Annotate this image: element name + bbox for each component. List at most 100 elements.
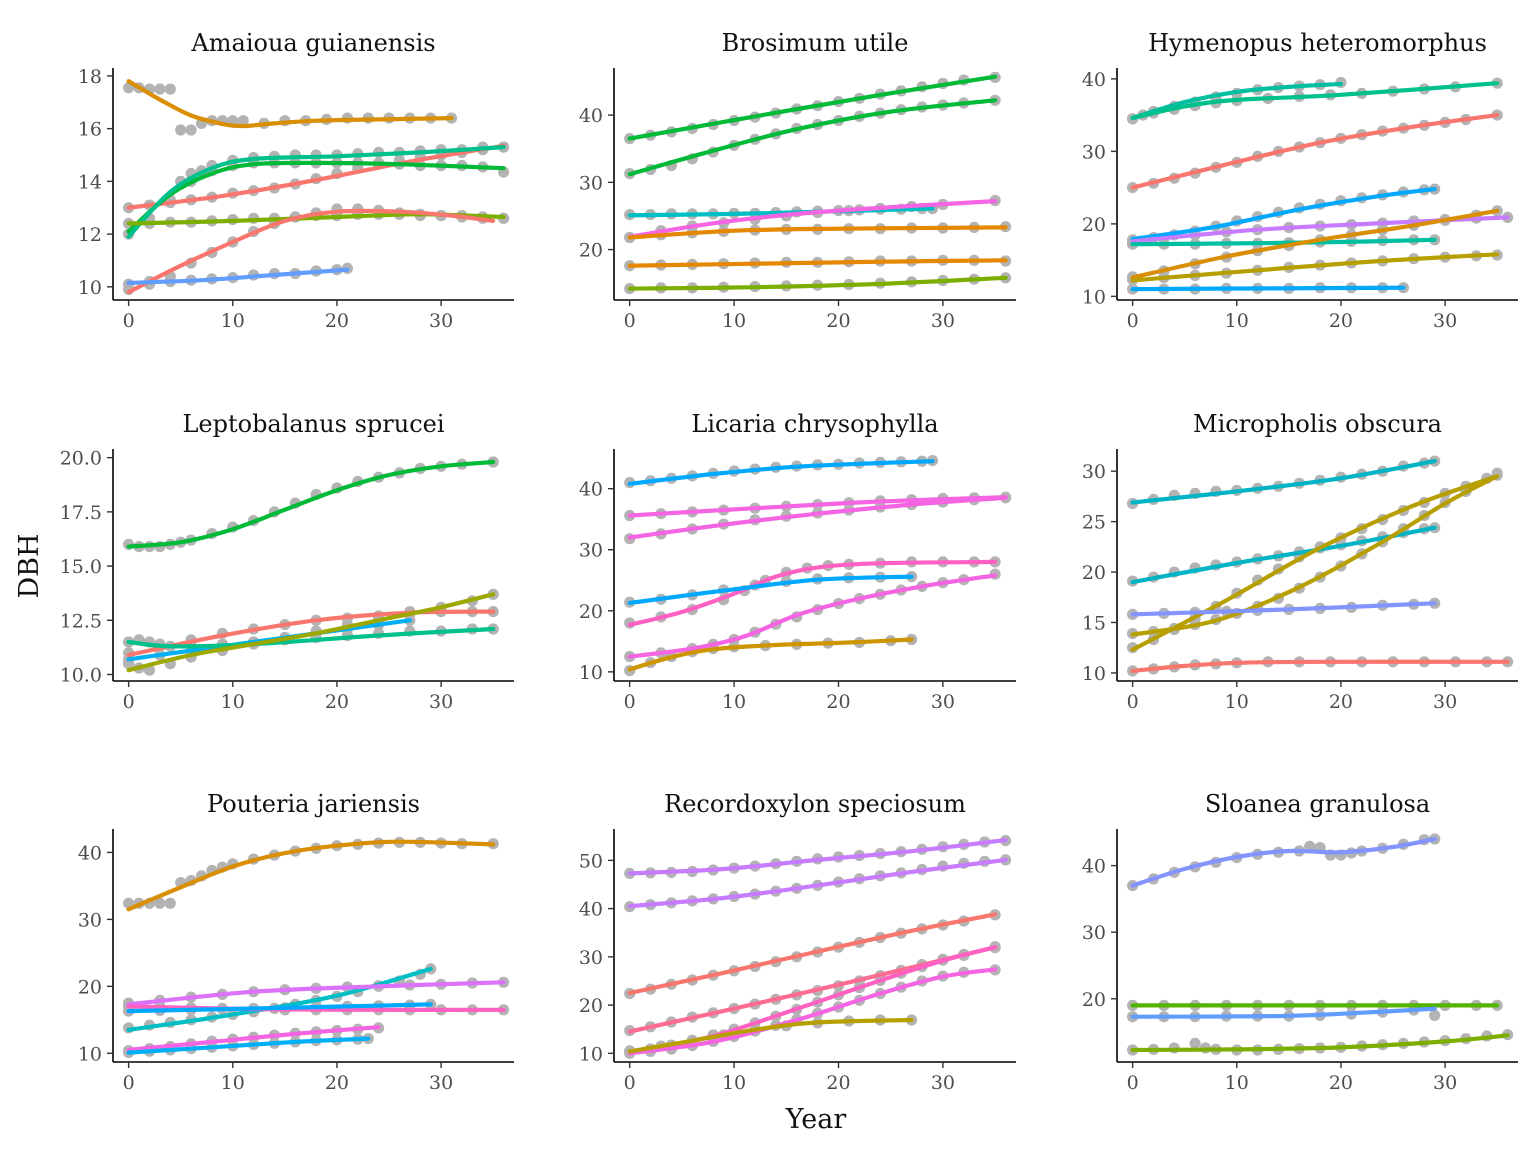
fitted-lines	[126, 79, 506, 295]
y-tick-label: 16	[78, 119, 102, 141]
series-line	[126, 839, 496, 912]
x-tick-label: 20	[1329, 691, 1353, 713]
y-tick-label: 18	[78, 66, 102, 88]
y-tick-label: 20.0	[60, 448, 102, 470]
y-tick-label: 10	[1082, 286, 1106, 308]
facet-title: Sloanea granulosa	[1205, 790, 1430, 818]
x-tick-label: 0	[624, 310, 636, 332]
y-tick-label: 17.5	[60, 502, 102, 524]
x-tick-label: 30	[429, 1072, 453, 1094]
series-line	[1130, 836, 1437, 888]
facet-panel: Pouteria jariensis 0 10 20 30 10 20 30 40	[78, 790, 514, 1094]
y-tick-label: 20	[579, 240, 603, 262]
facet-title: Pouteria jariensis	[207, 790, 420, 818]
y-tick-label: 20	[1082, 989, 1106, 1011]
series-line	[126, 1004, 506, 1012]
series-line	[126, 609, 496, 658]
x-tick-label: 20	[826, 1072, 850, 1094]
series-line	[1130, 285, 1406, 292]
data-point	[164, 897, 176, 909]
observation-points	[1127, 76, 1514, 295]
facet-panel: Micropholis obscura 0 10 20 30 10 15 20 25 30	[1082, 410, 1518, 713]
x-tick-label: 20	[1329, 1072, 1353, 1094]
y-tick-label: 12.5	[60, 610, 102, 632]
fitted-lines	[627, 838, 1008, 1056]
x-axis-label: Year	[785, 1104, 847, 1135]
facet-panel: Hymenopus heteromorphus 0 10 20 30 10 20 30 40	[1082, 29, 1518, 332]
series-line	[1130, 113, 1500, 190]
y-tick-label: 10	[1082, 663, 1106, 685]
series-line	[627, 275, 1008, 291]
series-line	[1130, 237, 1437, 247]
facet-title: Micropholis obscura	[1193, 410, 1442, 438]
y-tick-label: 10	[579, 1043, 603, 1065]
series-line	[126, 1036, 371, 1055]
y-tick-label: 30	[1082, 461, 1106, 483]
y-tick-label: 40	[579, 479, 603, 501]
y-tick-label: 20	[78, 976, 102, 998]
series-line	[627, 637, 914, 672]
y-tick-label: 40	[579, 105, 603, 127]
x-tick-label: 30	[931, 1072, 955, 1094]
fitted-lines	[627, 74, 1008, 291]
series-line	[627, 225, 1008, 240]
series-line	[126, 1002, 433, 1014]
series-line	[126, 1025, 381, 1052]
series-line	[627, 258, 1008, 268]
data-point	[237, 115, 249, 127]
series-line	[126, 459, 496, 549]
facet-panel: Leptobalanus sprucei 0 10 20 30 10.0 12.5 15.0 1…	[60, 410, 514, 713]
y-axis-label: DBH	[14, 533, 45, 598]
facet-title: Leptobalanus sprucei	[182, 410, 444, 438]
y-tick-label: 50	[579, 850, 603, 872]
series-line	[627, 838, 1008, 876]
x-tick-label: 30	[429, 691, 453, 713]
facet-title: Amaioua guianensis	[190, 29, 435, 57]
x-tick-label: 0	[1127, 1072, 1139, 1094]
data-point	[154, 83, 166, 95]
y-tick-label: 30	[579, 947, 603, 969]
series-line	[1130, 1006, 1437, 1019]
series-line	[1130, 81, 1343, 121]
facet-title: Licaria chrysophylla	[691, 410, 938, 438]
y-tick-label: 40	[1082, 69, 1106, 91]
x-tick-label: 10	[722, 1072, 746, 1094]
x-tick-label: 10	[722, 691, 746, 713]
y-tick-label: 30	[1082, 141, 1106, 163]
y-tick-label: 30	[1082, 922, 1106, 944]
series-line	[1130, 1033, 1510, 1053]
y-tick-label: 15.0	[60, 556, 102, 578]
x-tick-label: 30	[429, 310, 453, 332]
x-tick-label: 20	[325, 691, 349, 713]
series-line	[1130, 474, 1500, 637]
y-tick-label: 25	[1082, 512, 1106, 534]
y-tick-label: 40	[78, 842, 102, 864]
y-tick-label: 20	[1082, 214, 1106, 236]
y-tick-label: 10	[579, 662, 603, 684]
series-line	[627, 206, 935, 218]
series-line	[627, 98, 998, 177]
series-line	[627, 857, 1008, 909]
x-tick-label: 0	[123, 691, 135, 713]
data-point	[175, 124, 187, 136]
data-point	[154, 897, 166, 909]
y-tick-label: 20	[579, 601, 603, 623]
data-point	[1429, 1009, 1441, 1022]
y-tick-label: 10	[78, 277, 102, 299]
x-tick-label: 10	[221, 691, 245, 713]
observation-points	[123, 836, 510, 1059]
x-tick-label: 10	[1225, 310, 1249, 332]
series-line	[627, 573, 998, 659]
facet-panel: Recordoxylon speciosum 0 10 20 30 10 20 30 40 50	[579, 790, 1016, 1094]
facet-title: Recordoxylon speciosum	[664, 790, 966, 818]
y-tick-label: 15	[1082, 612, 1106, 634]
series-line	[1130, 252, 1500, 283]
x-tick-label: 20	[826, 691, 850, 713]
x-tick-label: 10	[722, 310, 746, 332]
series-line	[627, 912, 998, 996]
series-line	[627, 495, 1008, 518]
x-tick-label: 0	[123, 310, 135, 332]
data-point	[164, 83, 176, 95]
data-point	[185, 124, 197, 136]
